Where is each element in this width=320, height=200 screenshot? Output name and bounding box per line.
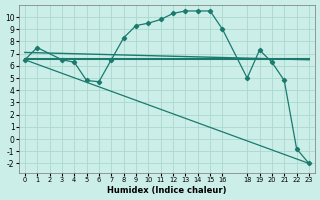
X-axis label: Humidex (Indice chaleur): Humidex (Indice chaleur)	[107, 186, 227, 195]
